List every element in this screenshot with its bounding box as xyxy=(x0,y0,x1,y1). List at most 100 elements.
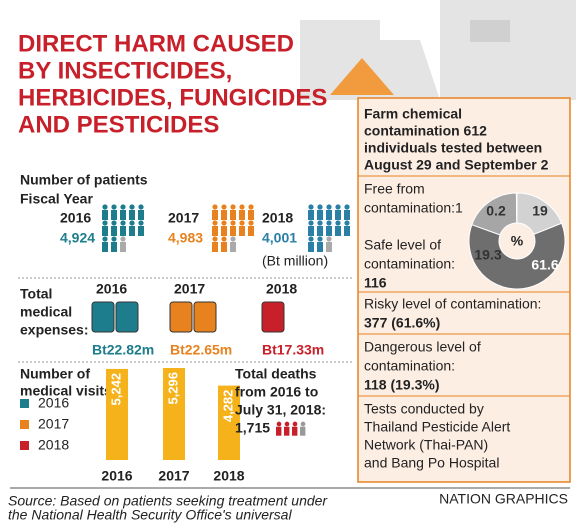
title: BY INSECTICIDES, xyxy=(18,57,232,84)
expenses-label: expenses: xyxy=(20,322,88,338)
expense-value: Bt22.82m xyxy=(92,342,154,358)
person-icon xyxy=(111,210,117,220)
panel-dangerous: Dangerous level of xyxy=(364,339,481,355)
person-icon xyxy=(344,210,350,220)
person-icon xyxy=(129,226,135,236)
person-icon xyxy=(326,242,332,252)
person-icon xyxy=(120,220,126,226)
person-icon xyxy=(230,242,236,252)
bar-category: 2016 xyxy=(101,468,132,484)
panel-safe: Safe level of xyxy=(364,237,441,253)
panel-dangerous-value: 118 (19.3%) xyxy=(364,377,440,393)
patient-year: 2016 xyxy=(60,210,91,226)
person-icon xyxy=(308,204,314,210)
credit: NATION GRAPHICS xyxy=(439,491,568,507)
panel-heading: contamination 612 xyxy=(364,123,487,139)
person-icon xyxy=(335,220,341,226)
can-icon xyxy=(169,301,193,333)
deaths-value: 1,715 xyxy=(235,420,270,436)
title: DIRECT HARM CAUSED xyxy=(18,30,294,57)
panel-tests: Network (Thai-PAN) xyxy=(364,437,488,453)
person-icon xyxy=(120,210,126,220)
panel xyxy=(357,97,571,483)
expense-year: 2016 xyxy=(96,281,127,297)
person-icon xyxy=(212,242,218,252)
person-icon xyxy=(248,220,254,226)
person-icon xyxy=(326,236,332,242)
person-icon xyxy=(111,204,117,210)
person-icon xyxy=(102,226,108,236)
donut-label: 0.2 xyxy=(486,203,506,219)
person-icon xyxy=(120,204,126,210)
source: the National Health Security Office's un… xyxy=(8,507,292,523)
bar-value-label: 5,296 xyxy=(165,372,180,405)
person-icon xyxy=(102,236,108,242)
bar-category: 2017 xyxy=(158,468,189,484)
donut-slice xyxy=(515,192,518,224)
person-icon xyxy=(239,204,245,210)
person-icon xyxy=(212,226,218,236)
person-icon xyxy=(230,204,236,210)
visits-label: medical visits: xyxy=(20,383,117,399)
person-icon xyxy=(326,220,332,226)
panel-tests: Tests conducted by xyxy=(364,401,484,417)
person-icon xyxy=(276,421,282,427)
person-icon xyxy=(239,220,245,226)
person-icon xyxy=(308,242,314,252)
panel-free: Free from xyxy=(364,181,425,197)
background-cans xyxy=(300,0,576,100)
can-icon xyxy=(261,301,285,333)
person-icon xyxy=(221,204,227,210)
person-icon xyxy=(120,242,126,252)
expenses-label: Total xyxy=(20,286,52,302)
person-icon xyxy=(138,226,144,236)
person-icon xyxy=(111,220,117,226)
person-icon xyxy=(317,210,323,220)
person-icon xyxy=(292,421,298,427)
title: AND PESTICIDES xyxy=(18,111,219,138)
bar-category: 2018 xyxy=(213,468,244,484)
person-icon xyxy=(102,220,108,226)
person-icon xyxy=(111,226,117,236)
can-icon xyxy=(91,301,115,333)
patient-value: 4,924 xyxy=(60,230,95,246)
patients-label: Number of patients xyxy=(20,172,148,188)
person-icon xyxy=(138,210,144,220)
person-icon xyxy=(344,204,350,210)
patient-value: 4,983 xyxy=(168,230,203,246)
person-icon xyxy=(292,426,298,436)
panel-heading: August 29 and September 2 xyxy=(364,157,549,173)
patients-sublabel: Fiscal Year xyxy=(20,191,93,207)
person-icon xyxy=(102,204,108,210)
person-icon xyxy=(248,226,254,236)
expense-value: Bt17.33m xyxy=(262,342,324,358)
panel-safe-value: 116 xyxy=(364,275,387,291)
can-icon xyxy=(193,301,217,333)
person-icon xyxy=(308,226,314,236)
person-icon xyxy=(212,210,218,220)
legend-label: 2017 xyxy=(38,416,69,432)
person-icon xyxy=(326,226,332,236)
panel-dangerous: contamination: xyxy=(364,358,455,374)
person-icon xyxy=(317,204,323,210)
person-icon xyxy=(308,210,314,220)
person-icon xyxy=(248,204,254,210)
person-icon xyxy=(138,204,144,210)
legend-swatch xyxy=(20,441,29,450)
person-icon xyxy=(300,426,306,436)
person-icon xyxy=(221,226,227,236)
person-icon xyxy=(248,210,254,220)
expense-year: 2017 xyxy=(174,281,205,297)
person-icon xyxy=(317,236,323,242)
person-icon xyxy=(111,242,117,252)
person-icon xyxy=(221,210,227,220)
person-icon xyxy=(284,426,290,436)
can-icon xyxy=(115,301,139,333)
expense-year: 2018 xyxy=(266,281,297,297)
person-icon xyxy=(102,210,108,220)
person-icon xyxy=(284,421,290,427)
person-icon xyxy=(276,426,282,436)
person-icon xyxy=(221,242,227,252)
person-icon xyxy=(308,236,314,242)
deaths-label: from 2016 to xyxy=(235,384,318,400)
